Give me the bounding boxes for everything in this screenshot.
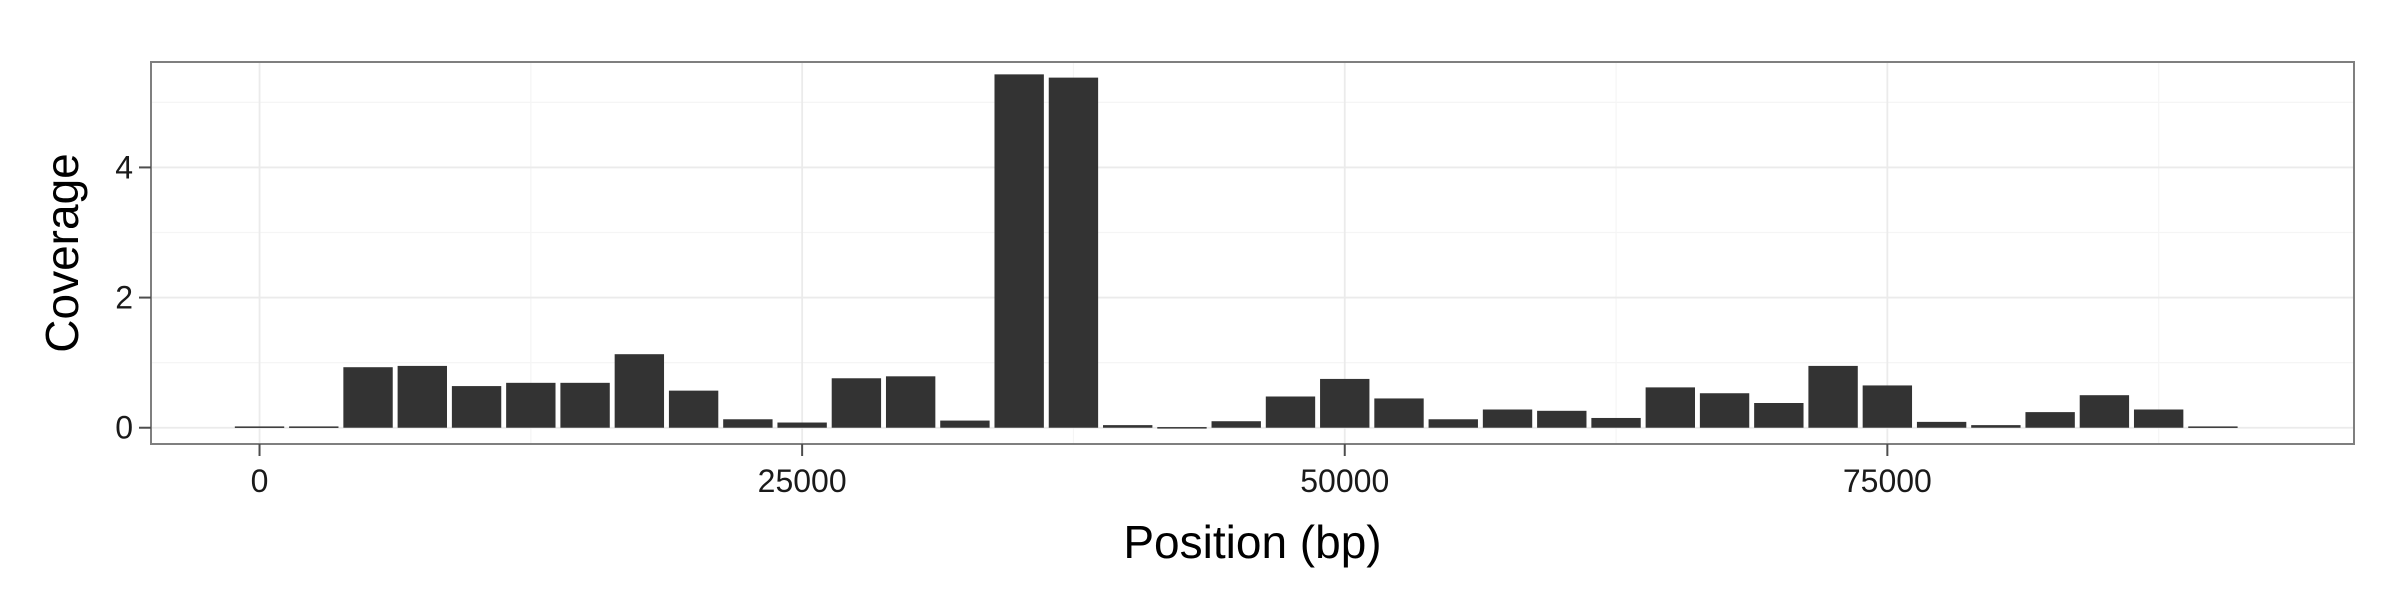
bar [777, 422, 827, 428]
x-axis-title: Position (bp) [1123, 516, 1381, 568]
bar [289, 426, 339, 428]
bar [1157, 427, 1207, 429]
bar [1754, 403, 1804, 428]
bar [397, 365, 447, 428]
bar [1862, 385, 1913, 428]
bar [1103, 425, 1153, 428]
bar [2025, 412, 2075, 428]
bar [234, 426, 285, 428]
bar [940, 420, 990, 428]
axis-ticks: 0 25000 50000 75000 0 2 4 [115, 149, 1932, 499]
bar [560, 382, 610, 428]
bar [1645, 387, 1695, 428]
bars [234, 74, 2238, 429]
bar [1537, 410, 1587, 428]
bar [451, 386, 502, 428]
bar [668, 390, 719, 428]
bar [614, 354, 665, 428]
bar [343, 367, 393, 428]
bar [1211, 421, 1261, 428]
bar [1971, 425, 2021, 428]
x-tick-label: 75000 [1843, 463, 1932, 499]
bar [1265, 396, 1316, 428]
bar [2079, 395, 2130, 428]
x-tick-label: 50000 [1300, 463, 1389, 499]
bar [1374, 398, 1424, 428]
bar [1808, 365, 1858, 428]
bar [1916, 421, 1967, 428]
y-tick-label: 2 [115, 280, 133, 316]
bar [1591, 417, 1641, 428]
x-tick-label: 0 [251, 463, 269, 499]
y-axis-title: Coverage [36, 153, 88, 352]
bar [1699, 393, 1750, 428]
bar [723, 419, 773, 428]
bar [1482, 409, 1533, 428]
bar [2133, 409, 2184, 428]
bar [1048, 77, 1099, 428]
y-tick-label: 0 [115, 410, 133, 446]
bar [994, 74, 1044, 428]
bar [885, 376, 936, 428]
bar [831, 378, 882, 428]
bar [1320, 378, 1370, 428]
y-tick-label: 4 [115, 149, 133, 185]
bar [506, 382, 556, 428]
x-tick-label: 25000 [758, 463, 847, 499]
bar [1428, 419, 1478, 428]
bar [2188, 426, 2238, 428]
panel-border [150, 61, 2355, 445]
